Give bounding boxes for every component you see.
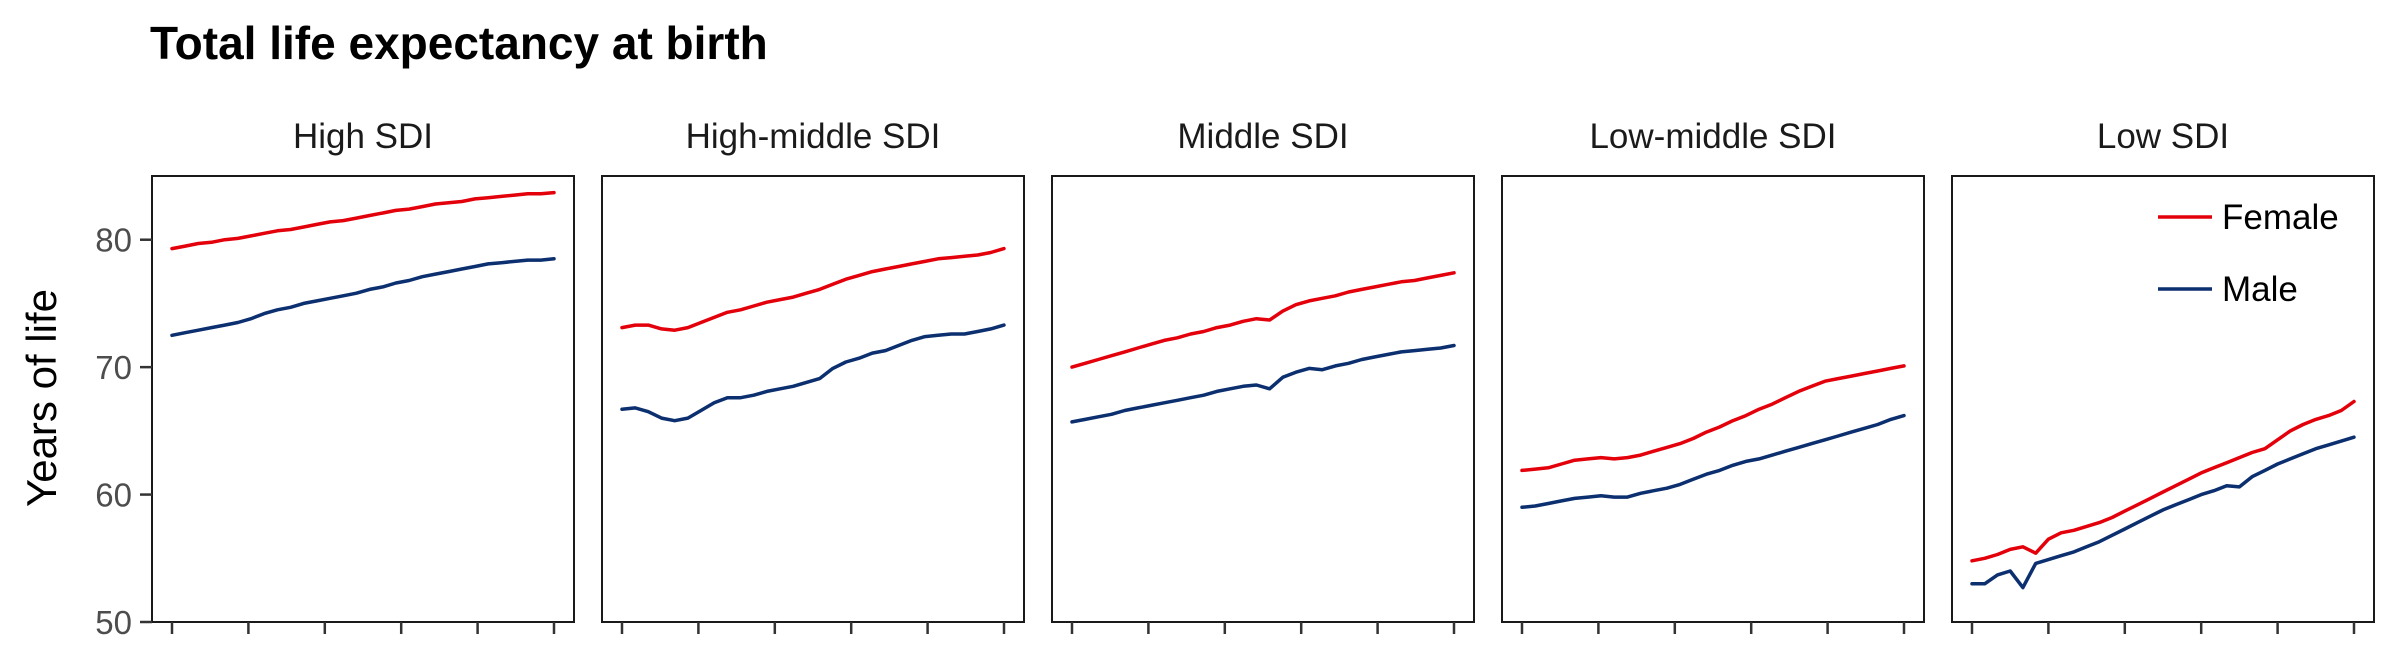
series-line-male: [170, 257, 556, 338]
panel-border: [1951, 175, 2375, 623]
series-line-female: [1970, 399, 2356, 563]
legend: Female Male: [2158, 198, 2339, 309]
y-tick-label: 60: [95, 477, 132, 514]
series-line-male: [1070, 343, 1456, 424]
y-axis-label: Years of life: [18, 289, 65, 507]
y-tick-label: 70: [95, 349, 132, 386]
legend-label-male: Male: [2222, 270, 2298, 309]
panel-label: High-middle SDI: [686, 117, 941, 156]
panel-label: Low-middle SDI: [1589, 117, 1836, 156]
series-line-female: [620, 246, 1006, 332]
panel-2: Middle SDI: [1051, 117, 1475, 634]
panel-border: [601, 175, 1025, 623]
series-line-male: [620, 323, 1006, 423]
panel-border: [1051, 175, 1475, 623]
panel-border: [1501, 175, 1925, 623]
series-line-female: [1070, 271, 1456, 369]
legend-label-female: Female: [2222, 198, 2339, 237]
panel-label: Middle SDI: [1177, 117, 1348, 156]
series-line-female: [1520, 364, 1906, 473]
panel-3: Low-middle SDI: [1501, 117, 1925, 634]
y-tick-label: 50: [95, 604, 132, 641]
chart-title: Total life expectancy at birth: [150, 17, 768, 69]
series-line-male: [1970, 435, 2356, 590]
panel-1: High-middle SDI: [601, 117, 1025, 634]
panel-4: Low SDI: [1951, 117, 2375, 634]
series-line-female: [170, 190, 556, 251]
panel-label: High SDI: [293, 117, 433, 156]
series-line-male: [1520, 413, 1906, 510]
panel-border: [151, 175, 575, 623]
panel-0: High SDI 50 60 70 80: [95, 117, 575, 641]
panel-label: Low SDI: [2097, 117, 2229, 156]
y-tick-label: 80: [95, 222, 132, 259]
panels-layer: High SDI 50 60 70 80 High-middle SDI Middle SD…: [95, 117, 2375, 641]
